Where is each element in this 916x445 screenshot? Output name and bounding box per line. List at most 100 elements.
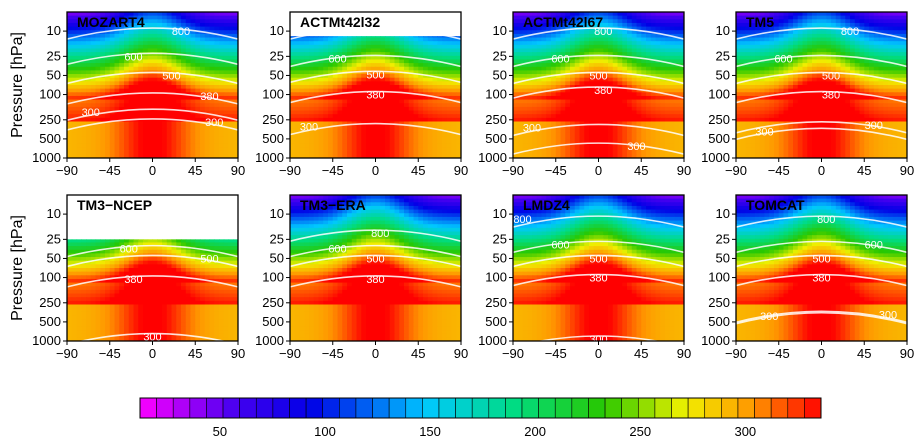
heat-cell: [574, 63, 581, 68]
heat-cell: [171, 55, 177, 61]
heat-cell: [598, 48, 604, 53]
heat-cell: [394, 36, 400, 39]
heat-cell: [67, 128, 73, 134]
heat-cell: [608, 37, 614, 42]
heat-cell: [418, 88, 424, 93]
heat-cell: [185, 22, 192, 28]
heat-cell: [105, 37, 111, 42]
heat-cell: [214, 106, 220, 112]
heat-cell: [171, 125, 177, 130]
heat-cell: [109, 95, 116, 101]
heat-cell: [176, 15, 182, 20]
heat-cell: [622, 66, 628, 71]
heat-cell: [423, 44, 429, 50]
heat-cell: [138, 77, 144, 82]
heat-cell: [124, 95, 130, 101]
heat-cell: [584, 37, 590, 42]
heat-cell: [446, 132, 453, 137]
heat-cell: [290, 44, 296, 50]
heat-cell: [536, 110, 543, 115]
heat-cell: [200, 143, 206, 148]
heat-cell: [313, 77, 320, 82]
heat-cell: [769, 85, 775, 90]
heat-cell: [764, 37, 770, 42]
heat-cell: [138, 33, 144, 39]
heat-cell: [67, 136, 73, 141]
heat-cell: [171, 77, 177, 82]
heat-cell: [157, 41, 163, 46]
heat-cell: [347, 125, 353, 130]
heat-cell: [631, 92, 638, 97]
heat-cell: [612, 92, 619, 97]
heat-cell: [86, 110, 92, 115]
heat-cell: [546, 66, 552, 71]
heat-cell: [646, 55, 652, 61]
heat-cell: [351, 99, 358, 104]
heat-cell: [840, 15, 846, 20]
heat-cell: [347, 81, 353, 86]
heat-cell: [76, 81, 82, 86]
heat-cell: [370, 59, 377, 64]
heat-cell: [380, 154, 386, 158]
heat-cell: [584, 106, 590, 112]
heat-cell: [423, 154, 429, 158]
heat-cell: [109, 74, 116, 79]
heat-cell: [902, 12, 907, 17]
heat-cell: [665, 103, 671, 108]
heat-cell: [878, 15, 884, 20]
heat-cell: [593, 22, 600, 28]
heat-cell: [883, 85, 889, 90]
heat-cell: [176, 139, 182, 144]
heat-cell: [124, 125, 130, 130]
heat-cell: [764, 19, 770, 24]
heat-cell: [299, 85, 305, 90]
heat-cell: [404, 66, 410, 71]
heat-cell: [356, 48, 362, 53]
heat-cell: [631, 70, 638, 75]
heat-cell: [669, 117, 676, 123]
heat-cell: [451, 92, 457, 97]
heat-cell: [513, 139, 519, 144]
heat-cell: [854, 30, 861, 35]
heat-cell: [902, 22, 907, 28]
heat-cell: [750, 19, 756, 24]
heat-cell: [736, 74, 742, 79]
heat-cell: [826, 81, 832, 86]
heat-cell: [517, 19, 524, 24]
heat-cell: [641, 59, 647, 64]
heat-cell: [166, 59, 173, 64]
heat-cell: [593, 88, 600, 93]
heat-cell: [176, 66, 182, 71]
heat-cell: [517, 110, 524, 115]
contour-label: 300: [627, 141, 645, 153]
heat-cell: [650, 95, 657, 101]
heat-cell: [593, 19, 600, 24]
heat-cell: [883, 63, 889, 68]
heat-cell: [446, 125, 453, 130]
heat-cell: [579, 139, 585, 144]
heat-cell: [821, 59, 827, 64]
heat-cell: [290, 106, 296, 112]
heat-cell: [299, 41, 305, 46]
heat-cell: [162, 121, 168, 126]
heat-cell: [418, 85, 424, 90]
heat-cell: [565, 110, 571, 115]
heat-cell: [408, 154, 415, 158]
heat-cell: [95, 143, 101, 148]
heat-cell: [593, 15, 600, 20]
heat-cell: [389, 77, 396, 82]
heat-cell: [456, 103, 461, 108]
heat-cell: [81, 66, 87, 71]
heat-cell: [380, 125, 386, 130]
heat-cell: [124, 121, 130, 126]
heat-cell: [660, 139, 666, 144]
heat-cell: [219, 106, 225, 112]
heat-cell: [124, 136, 130, 141]
heat-cell: [119, 88, 125, 93]
heat-cell: [840, 77, 846, 82]
heat-cell: [418, 37, 424, 42]
heat-cell: [579, 136, 585, 141]
heat-cell: [380, 81, 386, 86]
heat-cell: [385, 41, 391, 46]
heat-cell: [622, 143, 628, 148]
